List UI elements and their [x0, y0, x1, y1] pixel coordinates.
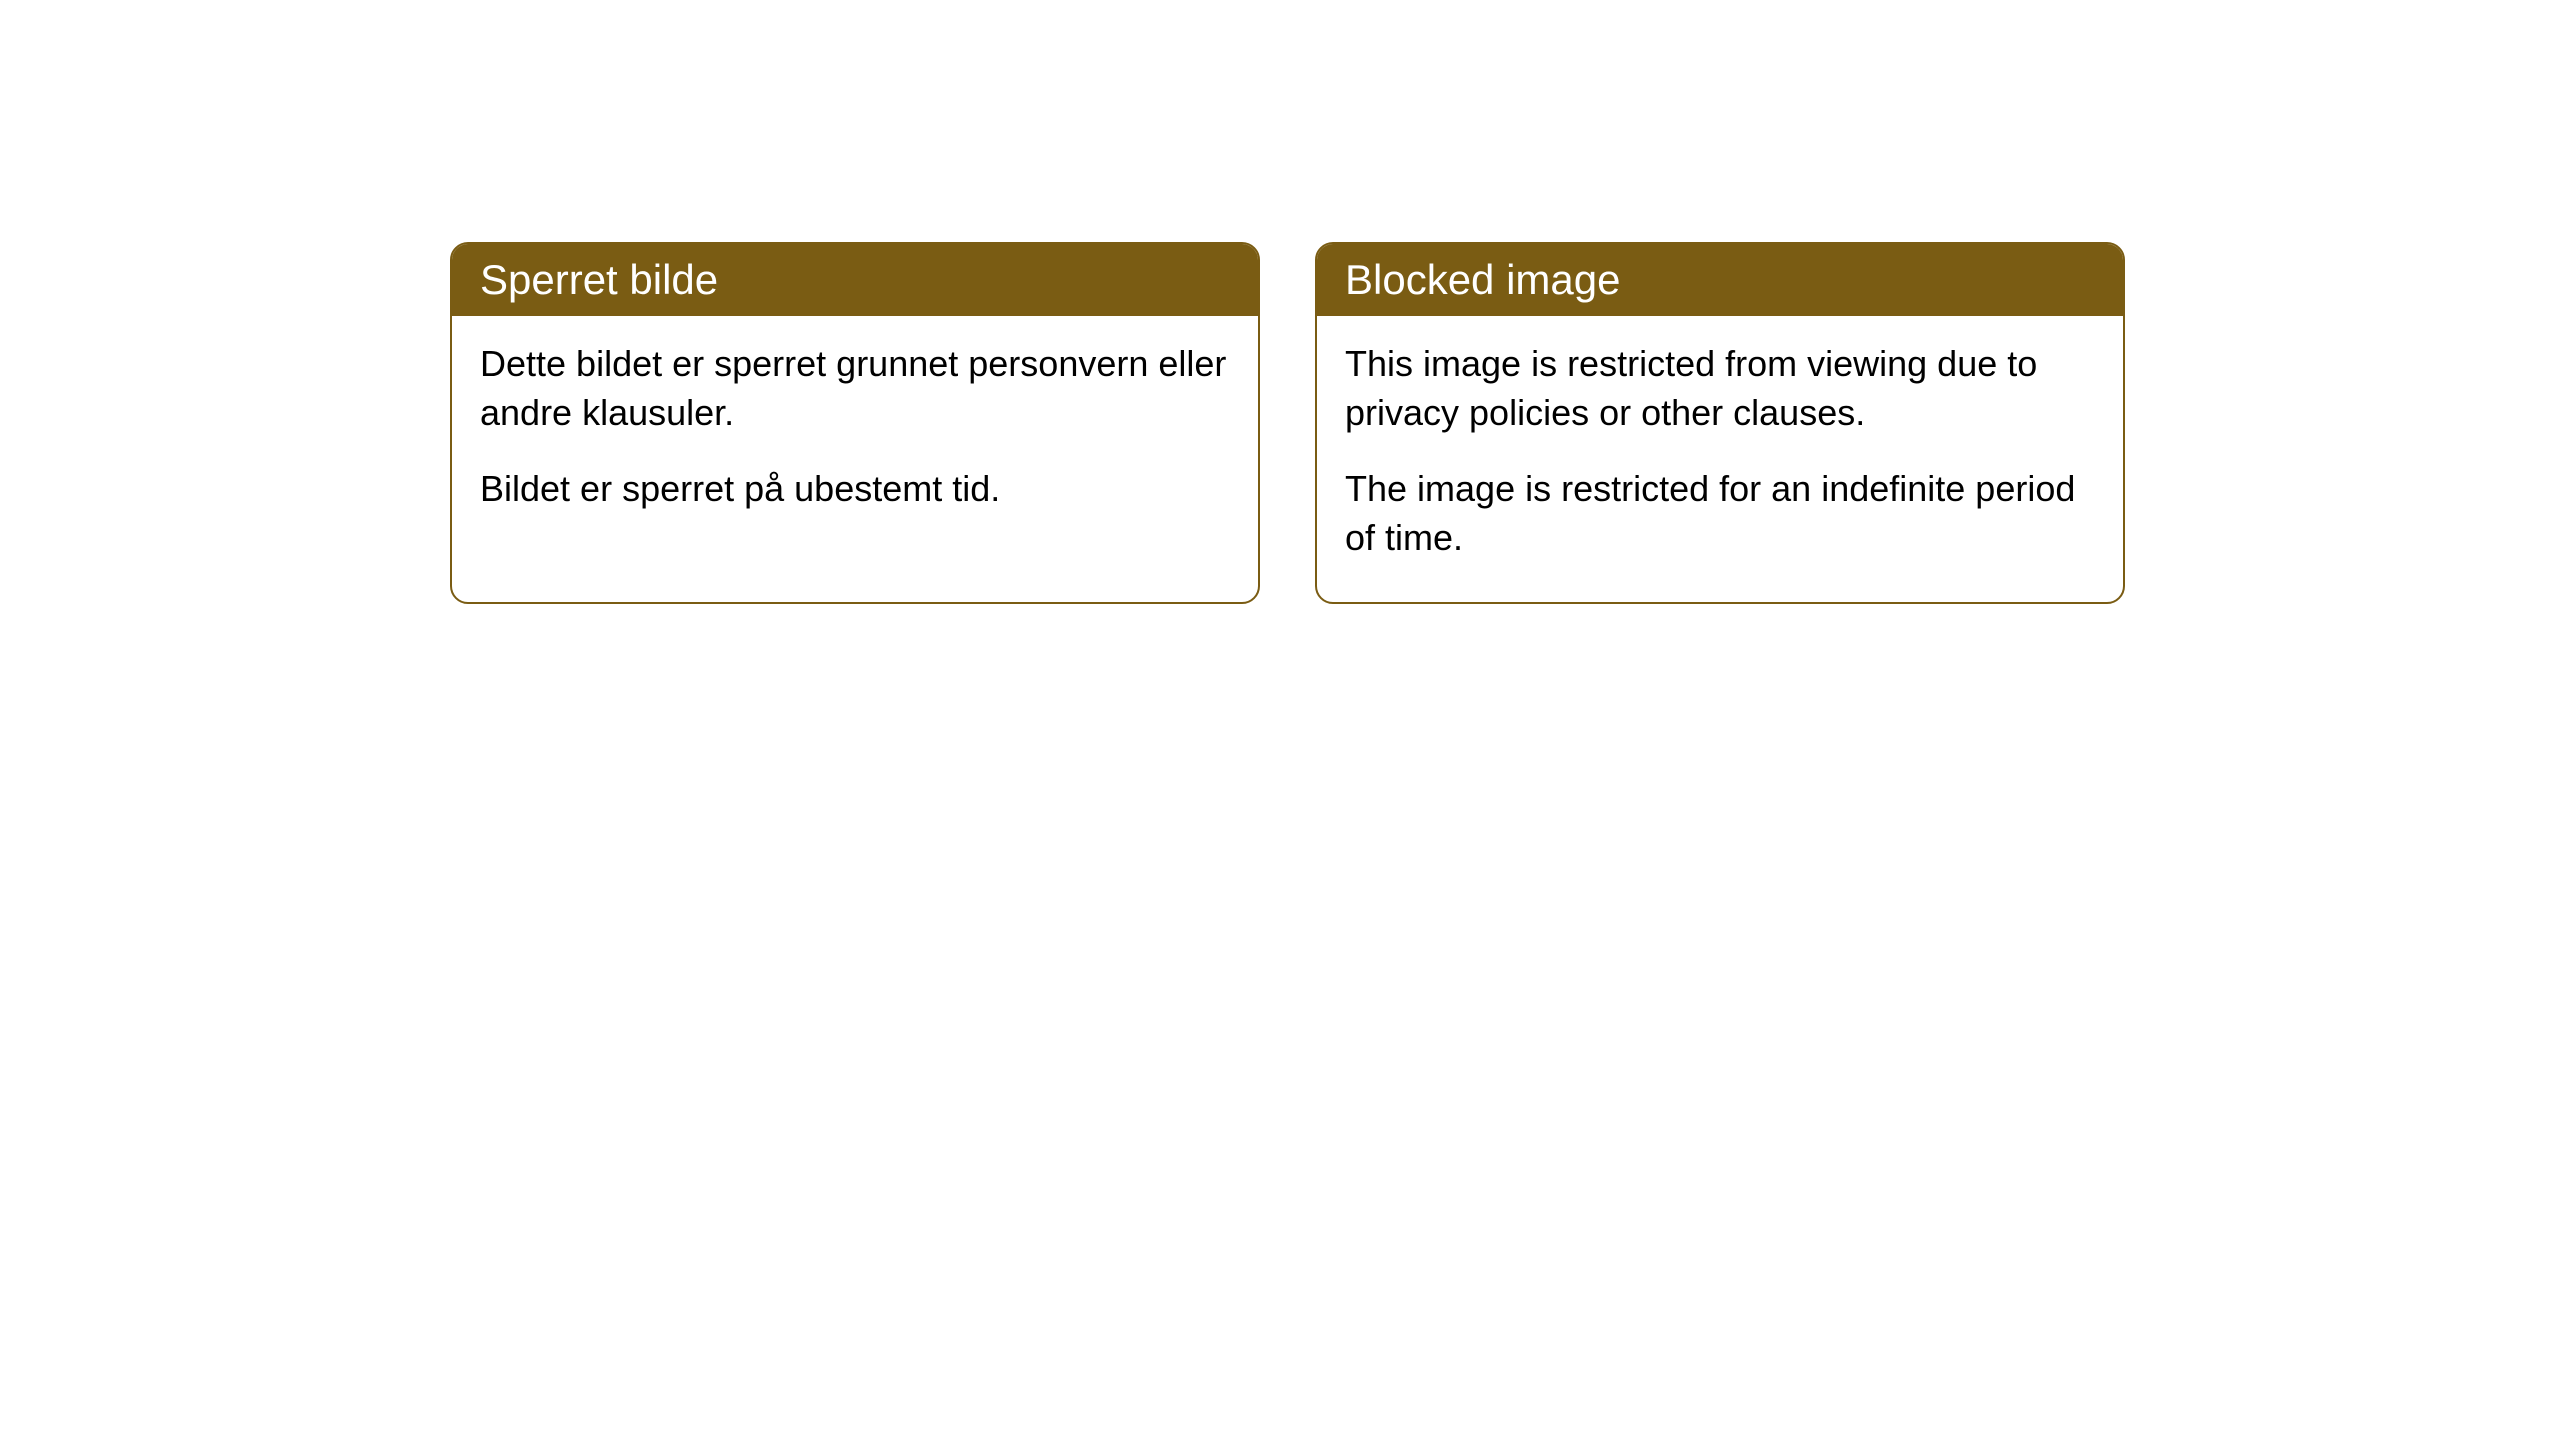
- card-paragraph: This image is restricted from viewing du…: [1345, 340, 2095, 437]
- card-paragraph: Dette bildet er sperret grunnet personve…: [480, 340, 1230, 437]
- card-title: Sperret bilde: [480, 256, 718, 303]
- notice-card-english: Blocked image This image is restricted f…: [1315, 242, 2125, 604]
- card-paragraph: The image is restricted for an indefinit…: [1345, 465, 2095, 562]
- card-header: Blocked image: [1317, 244, 2123, 316]
- card-body: This image is restricted from viewing du…: [1317, 316, 2123, 602]
- notice-cards-container: Sperret bilde Dette bildet er sperret gr…: [450, 242, 2125, 604]
- notice-card-norwegian: Sperret bilde Dette bildet er sperret gr…: [450, 242, 1260, 604]
- card-body: Dette bildet er sperret grunnet personve…: [452, 316, 1258, 554]
- card-header: Sperret bilde: [452, 244, 1258, 316]
- card-paragraph: Bildet er sperret på ubestemt tid.: [480, 465, 1230, 514]
- card-title: Blocked image: [1345, 256, 1620, 303]
